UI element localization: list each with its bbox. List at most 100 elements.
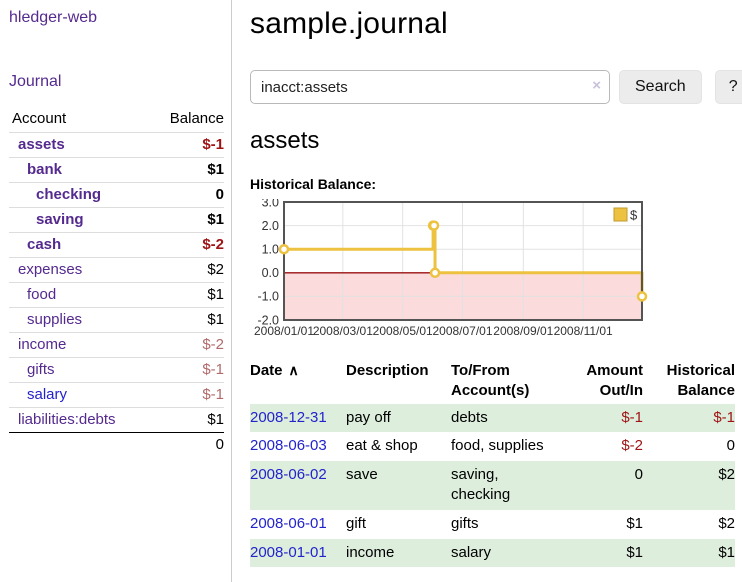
page-title: sample.journal — [250, 7, 448, 40]
register-cell-date: 2008-06-01 — [250, 510, 346, 539]
register-cell-accounts: saving, checking — [451, 466, 511, 503]
account-balance: $1 — [207, 286, 224, 303]
account-link[interactable]: saving — [36, 211, 84, 228]
register-cell-amount: $1 — [626, 514, 643, 532]
register-header-amount: Amount Out/In — [586, 362, 643, 399]
chart-data-marker — [278, 243, 290, 255]
account-link[interactable]: bank — [27, 161, 63, 178]
register-cell-date: 2008-06-03 — [250, 432, 346, 461]
accounts-total-spacer — [9, 432, 149, 457]
account-link[interactable]: food — [27, 286, 57, 303]
chart-data-marker — [636, 291, 648, 302]
register-header-balance: Historical Balance — [666, 362, 735, 399]
register-cell-description: pay off — [346, 408, 391, 426]
register-cell-accounts: debts — [451, 408, 488, 426]
register-cell-description: eat & shop — [346, 437, 418, 455]
sidebar-item-journal[interactable]: Journal — [9, 73, 62, 90]
account-heading: assets — [250, 127, 320, 154]
search-button[interactable]: Search — [619, 70, 702, 104]
account-row: supplies $1 — [9, 307, 224, 333]
account-link[interactable]: supplies — [27, 311, 83, 328]
account-balance: $1 — [207, 211, 224, 228]
account-balance: $-1 — [202, 386, 224, 403]
chart-x-tick-label: 2008/01/01 — [254, 324, 314, 338]
register-header-row: Date ∧ Description To/From Account(s) Amo… — [250, 359, 735, 404]
account-row: salary $-1 — [9, 382, 224, 408]
sidebar: hledger-web Journal Account Balance asse… — [0, 0, 232, 582]
transaction-date-link[interactable]: 2008-01-01 — [250, 543, 327, 561]
register-cell-balance: $2 — [718, 466, 735, 484]
account-balance: $-2 — [202, 336, 224, 353]
transaction-date-link[interactable]: 2008-06-01 — [250, 514, 327, 532]
account-row: liabilities:debts $1 — [9, 407, 224, 433]
register-cell-description: save — [346, 466, 378, 484]
clear-search-icon[interactable]: × — [592, 77, 601, 94]
register-cell-description: gift — [346, 514, 367, 532]
account-balance: $1 — [207, 161, 224, 178]
register-cell-balance: $2 — [718, 514, 735, 532]
chart-y-tick-label: 3.0 — [262, 199, 279, 209]
account-balance: $1 — [207, 311, 224, 328]
account-link[interactable]: income — [18, 336, 67, 353]
accounts-table: Account Balance assets $-1 bank $1 checking 0… — [9, 108, 224, 457]
brand-link[interactable]: hledger-web — [9, 9, 98, 26]
chart-y-tick-label: -2.0 — [257, 313, 279, 327]
accounts-header-balance: Balance — [169, 110, 224, 127]
chart-x-tick-label: 2008/03/01 — [313, 324, 373, 338]
chart-x-tick-label: 2008/05/01 — [373, 324, 433, 338]
register-cell-balance: $-1 — [713, 408, 735, 426]
account-row: income $-2 — [9, 332, 224, 358]
register-cell-balance: $1 — [718, 543, 735, 561]
chart-y-tick-label: 1.0 — [262, 243, 279, 257]
register-header-date[interactable]: Date ∧ — [250, 362, 299, 379]
search-bar: × Search ? — [250, 70, 742, 104]
transaction-date-link[interactable]: 2008-12-31 — [250, 408, 327, 426]
register-cell-description: income — [346, 543, 395, 561]
account-link[interactable]: assets — [18, 136, 65, 153]
account-row: bank $1 — [9, 157, 224, 183]
register-header-description: Description — [346, 362, 429, 379]
register-cell-balance: 0 — [726, 437, 735, 455]
account-link[interactable]: checking — [36, 186, 102, 203]
register-row[interactable]: 2008-06-01 gift gifts $1 $2 — [250, 510, 735, 539]
register-cell-amount: $-2 — [621, 437, 643, 455]
account-row: food $1 — [9, 282, 224, 308]
register-row[interactable]: 2008-12-31 pay off debts $-1 $-1 — [250, 403, 735, 433]
transaction-date-link[interactable]: 2008-06-02 — [250, 466, 327, 484]
chart-x-tick-label: 2008/11/01 — [554, 324, 613, 338]
account-link[interactable]: salary — [27, 386, 68, 403]
accounts-header-account: Account — [12, 110, 67, 127]
chart-x-tick-label: 2008/07/01 — [432, 324, 492, 338]
chart-data-marker — [428, 220, 440, 231]
account-link[interactable]: gifts — [27, 361, 55, 378]
register-cell-date: 2008-01-01 — [250, 539, 346, 568]
chart-legend-swatch — [613, 207, 628, 222]
account-link[interactable]: liabilities:debts — [18, 411, 116, 428]
account-row: cash $-2 — [9, 232, 224, 258]
accounts-table-body: assets $-1 bank $1 checking 0 saving $1 cash $-2 e… — [9, 132, 224, 433]
help-button[interactable]: ? — [714, 70, 742, 104]
accounts-total-value: 0 — [148, 432, 224, 457]
register-cell-accounts: gifts — [451, 514, 479, 532]
transaction-date-link[interactable]: 2008-06-03 — [250, 437, 327, 455]
register-cell-date: 2008-06-02 — [250, 461, 346, 510]
account-link[interactable]: expenses — [18, 261, 83, 278]
account-row: expenses $2 — [9, 257, 224, 283]
register-cell-amount: 0 — [634, 466, 643, 484]
accounts-total-row: 0 — [9, 432, 224, 457]
account-row: saving $1 — [9, 207, 224, 233]
account-balance: 0 — [215, 186, 224, 203]
register-cell-accounts: salary — [451, 543, 492, 561]
account-balance: $-1 — [202, 136, 224, 153]
account-balance: $-2 — [202, 236, 224, 253]
register-row[interactable]: 2008-06-03 eat & shop food, supplies $-2 0 — [250, 432, 735, 461]
sort-ascending-icon: ∧ — [288, 362, 299, 378]
account-link[interactable]: cash — [27, 236, 62, 253]
register-row[interactable]: 2008-06-02 save saving, checking 0 $2 — [250, 461, 735, 510]
account-balance: $1 — [207, 411, 224, 428]
search-input[interactable] — [250, 70, 610, 104]
register-cell-amount: $1 — [626, 543, 643, 561]
register-row[interactable]: 2008-01-01 income salary $1 $1 — [250, 538, 735, 568]
register-cell-date: 2008-12-31 — [250, 404, 346, 433]
